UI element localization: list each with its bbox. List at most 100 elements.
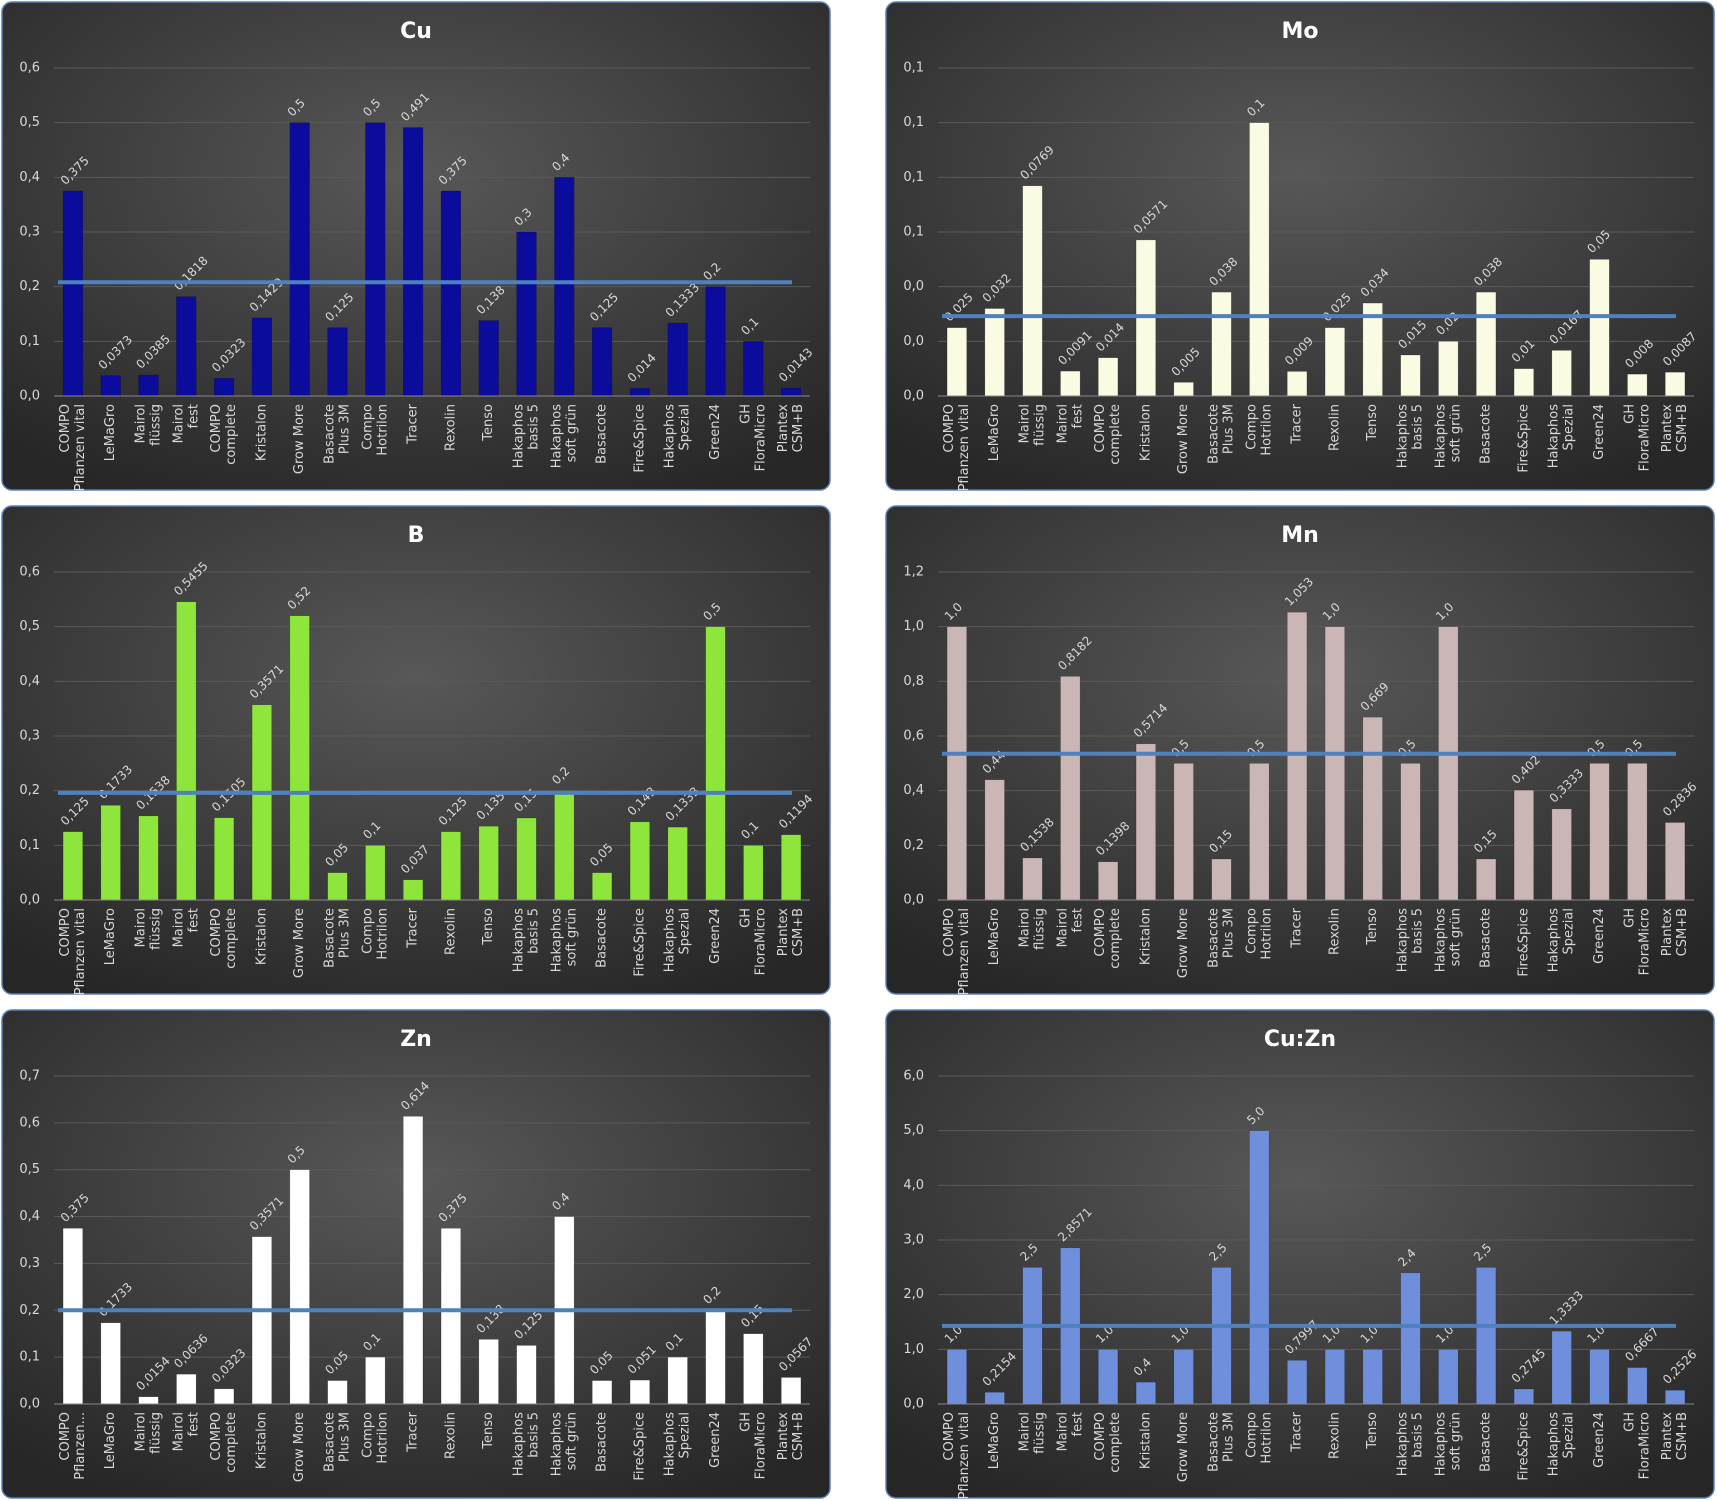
bar bbox=[1476, 858, 1497, 901]
x-tick-label: Hakaphos bbox=[1547, 1412, 1562, 1476]
bar bbox=[984, 308, 1005, 397]
x-tick-label: Kristalon bbox=[1138, 404, 1153, 461]
panel-background bbox=[885, 1, 1715, 491]
x-tick-label: Grow More bbox=[1176, 1412, 1191, 1482]
y-tick-label: 0,3 bbox=[19, 729, 40, 744]
x-tick-label: soft grün bbox=[1448, 404, 1463, 462]
x-tick-label: Spezial bbox=[678, 908, 693, 955]
x-tick-label: COMPO bbox=[942, 908, 957, 957]
x-tick-label: Hakaphos bbox=[512, 404, 527, 468]
x-tick-label: CSM+B bbox=[791, 908, 806, 956]
bar bbox=[176, 296, 197, 397]
bar bbox=[1173, 1349, 1194, 1405]
x-tick-label: Mairol bbox=[1055, 1412, 1070, 1451]
x-tick-label: Green24 bbox=[708, 404, 723, 460]
x-tick-label: Mairol bbox=[1055, 404, 1070, 443]
bar bbox=[1589, 763, 1610, 901]
x-tick-label: Basacote bbox=[595, 404, 610, 464]
bar bbox=[403, 879, 424, 901]
y-tick-label: 0,1 bbox=[903, 61, 924, 76]
x-tick-label: Mairol bbox=[1055, 908, 1070, 947]
x-tick-label: Tracer bbox=[1290, 1411, 1305, 1452]
bar bbox=[781, 1377, 802, 1405]
x-tick-label: Basacote bbox=[1479, 908, 1494, 968]
x-tick-label: COMPO bbox=[209, 908, 224, 957]
bar bbox=[1249, 763, 1270, 901]
x-tick-label: LeMaGro bbox=[987, 908, 1002, 965]
x-tick-label: FloraMicro bbox=[1637, 908, 1652, 975]
x-tick-label: Hakaphos bbox=[549, 908, 564, 972]
x-tick-label: flüssig bbox=[149, 908, 164, 950]
bar bbox=[138, 1396, 159, 1405]
x-tick-label: Pflanzen... bbox=[73, 1412, 88, 1480]
bar bbox=[440, 831, 461, 901]
bar bbox=[100, 375, 121, 397]
x-tick-label: Compo bbox=[1244, 1412, 1259, 1458]
x-tick-label: Plus 3M bbox=[338, 908, 353, 958]
x-tick-label: COMPO bbox=[1093, 1412, 1108, 1461]
bar bbox=[1022, 857, 1043, 901]
bar bbox=[1022, 185, 1043, 397]
bar bbox=[554, 790, 575, 901]
bar bbox=[1249, 122, 1270, 397]
bar bbox=[327, 872, 348, 901]
x-tick-label: Green24 bbox=[708, 908, 723, 964]
x-tick-label: Mairol bbox=[1018, 1412, 1033, 1451]
bar bbox=[1135, 743, 1156, 901]
x-tick-label: Hakaphos bbox=[1547, 908, 1562, 972]
bar bbox=[1362, 716, 1383, 901]
x-tick-label: Tenso bbox=[1365, 1412, 1380, 1450]
x-tick-label: Plantex bbox=[1660, 1412, 1675, 1461]
x-tick-label: flüssig bbox=[1033, 404, 1048, 446]
x-tick-label: Plus 3M bbox=[1222, 1412, 1237, 1462]
y-tick-label: 0,5 bbox=[19, 115, 40, 130]
x-tick-label: Green24 bbox=[708, 1412, 723, 1468]
bar bbox=[214, 817, 235, 901]
bar bbox=[251, 317, 272, 397]
bar bbox=[1135, 1381, 1156, 1405]
x-tick-label: Kristalon bbox=[254, 1412, 269, 1469]
bar bbox=[592, 1380, 613, 1405]
y-tick-label: 0,3 bbox=[19, 1256, 40, 1271]
bar bbox=[1665, 822, 1686, 901]
bar bbox=[1098, 357, 1119, 397]
x-tick-label: Basacote bbox=[323, 908, 338, 968]
x-tick-label: Grow More bbox=[292, 908, 307, 978]
bar bbox=[667, 826, 688, 901]
x-tick-label: Mairol bbox=[171, 404, 186, 443]
bar bbox=[251, 1236, 272, 1405]
x-tick-label: Grow More bbox=[292, 404, 307, 474]
x-tick-label: Basacote bbox=[1207, 1412, 1222, 1472]
x-tick-label: basis 5 bbox=[1411, 908, 1426, 954]
x-tick-label: Basacote bbox=[1479, 1412, 1494, 1472]
x-tick-label: Spezial bbox=[678, 404, 693, 451]
y-tick-label: 0,3 bbox=[19, 225, 40, 240]
panel-background bbox=[885, 1009, 1715, 1499]
x-tick-label: Mairol bbox=[134, 404, 149, 443]
bar bbox=[1513, 1388, 1534, 1405]
x-tick-label: Kristalon bbox=[254, 908, 269, 965]
x-tick-label: Rexolin bbox=[443, 1412, 458, 1459]
x-tick-label: Grow More bbox=[1176, 908, 1191, 978]
x-tick-label: Basacote bbox=[595, 908, 610, 968]
y-tick-label: 6,0 bbox=[903, 1069, 924, 1084]
x-tick-label: Rexolin bbox=[443, 908, 458, 955]
bar bbox=[1513, 789, 1534, 901]
bar bbox=[1362, 1349, 1383, 1405]
x-tick-label: Spezial bbox=[1562, 404, 1577, 451]
x-tick-label: Basacote bbox=[1479, 404, 1494, 464]
x-tick-label: Plus 3M bbox=[338, 404, 353, 454]
y-tick-label: 0,0 bbox=[19, 893, 40, 908]
x-tick-label: GH bbox=[1622, 1412, 1637, 1432]
bar bbox=[781, 834, 802, 901]
y-tick-label: 0,4 bbox=[903, 783, 924, 798]
bar bbox=[1249, 1130, 1270, 1405]
bar bbox=[1476, 291, 1497, 397]
bar bbox=[1551, 350, 1572, 397]
bar bbox=[440, 1228, 461, 1405]
bar bbox=[705, 1310, 726, 1405]
bar bbox=[1211, 1267, 1232, 1405]
bar bbox=[478, 320, 499, 397]
